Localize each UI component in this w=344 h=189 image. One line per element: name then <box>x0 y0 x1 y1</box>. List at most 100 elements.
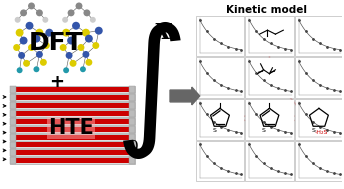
Bar <box>129 142 136 148</box>
Bar <box>295 57 343 98</box>
Bar <box>129 134 136 140</box>
Bar <box>10 157 16 164</box>
Bar <box>16 135 129 139</box>
Bar <box>129 126 136 133</box>
Text: Kinetic model: Kinetic model <box>226 5 307 15</box>
Bar <box>129 110 136 117</box>
Circle shape <box>80 66 86 72</box>
Bar <box>16 111 129 116</box>
Circle shape <box>33 66 40 72</box>
Circle shape <box>32 35 40 43</box>
Bar <box>16 119 129 124</box>
Circle shape <box>28 44 35 51</box>
Bar <box>245 16 294 56</box>
Text: DFT: DFT <box>29 31 84 55</box>
Bar <box>10 149 16 156</box>
Circle shape <box>25 22 33 30</box>
Bar <box>10 110 16 117</box>
Bar <box>10 142 136 148</box>
Circle shape <box>77 44 84 51</box>
Bar <box>10 118 16 125</box>
Bar <box>129 149 136 156</box>
Circle shape <box>66 52 73 59</box>
Bar <box>129 118 136 125</box>
Bar <box>10 102 16 109</box>
Bar <box>16 150 129 155</box>
Bar <box>16 95 129 100</box>
Bar <box>196 16 244 56</box>
Bar <box>295 16 343 56</box>
Circle shape <box>90 17 96 23</box>
Circle shape <box>35 29 43 37</box>
Circle shape <box>63 67 69 73</box>
Circle shape <box>45 29 53 37</box>
Circle shape <box>23 60 30 67</box>
Bar <box>129 157 136 164</box>
Circle shape <box>43 42 50 49</box>
Bar <box>196 140 244 181</box>
Bar <box>10 86 16 93</box>
Circle shape <box>82 29 90 37</box>
Bar <box>16 143 129 147</box>
Bar <box>10 94 16 101</box>
Circle shape <box>68 9 75 16</box>
Bar <box>10 134 16 140</box>
Bar <box>10 110 136 117</box>
Circle shape <box>20 37 28 45</box>
Bar <box>196 99 244 139</box>
Bar <box>129 94 136 101</box>
Circle shape <box>16 29 24 37</box>
Bar <box>10 94 136 101</box>
Circle shape <box>17 67 23 73</box>
Bar <box>129 102 136 109</box>
Text: S: S <box>311 128 315 133</box>
Bar <box>16 127 129 132</box>
Circle shape <box>15 17 21 23</box>
Circle shape <box>95 27 103 35</box>
Circle shape <box>67 37 75 45</box>
Text: S: S <box>212 128 216 133</box>
Bar <box>10 102 136 109</box>
Bar <box>10 157 136 164</box>
Bar <box>196 57 244 98</box>
Circle shape <box>84 9 90 16</box>
Bar <box>16 103 129 108</box>
Bar <box>10 86 136 93</box>
Circle shape <box>62 29 70 37</box>
Bar <box>10 118 136 125</box>
Bar <box>16 158 129 163</box>
Circle shape <box>36 9 43 16</box>
Circle shape <box>62 17 68 23</box>
Bar <box>245 99 294 139</box>
Circle shape <box>85 59 92 66</box>
Circle shape <box>85 35 93 43</box>
Circle shape <box>76 2 83 9</box>
Text: -H₂S: -H₂S <box>314 130 327 135</box>
Circle shape <box>28 2 35 9</box>
Bar <box>129 86 136 93</box>
Circle shape <box>20 9 27 16</box>
Bar <box>16 87 129 92</box>
Text: $\int$: $\int$ <box>115 19 182 161</box>
Bar <box>295 99 343 139</box>
Bar <box>10 126 16 133</box>
Text: HTE: HTE <box>48 118 94 138</box>
Circle shape <box>42 17 48 23</box>
Circle shape <box>18 52 25 59</box>
Circle shape <box>40 59 47 66</box>
Bar <box>245 140 294 181</box>
Bar <box>10 134 136 140</box>
Bar <box>10 126 136 133</box>
Bar <box>245 57 294 98</box>
Circle shape <box>60 44 67 51</box>
Circle shape <box>83 51 89 58</box>
Circle shape <box>92 42 99 49</box>
Text: X: X <box>153 22 171 44</box>
Bar <box>10 149 136 156</box>
FancyArrow shape <box>170 87 200 105</box>
Circle shape <box>72 22 80 30</box>
Text: +: + <box>49 73 64 91</box>
Circle shape <box>13 44 20 51</box>
Bar <box>295 140 343 181</box>
Text: 0: 0 <box>129 140 138 154</box>
